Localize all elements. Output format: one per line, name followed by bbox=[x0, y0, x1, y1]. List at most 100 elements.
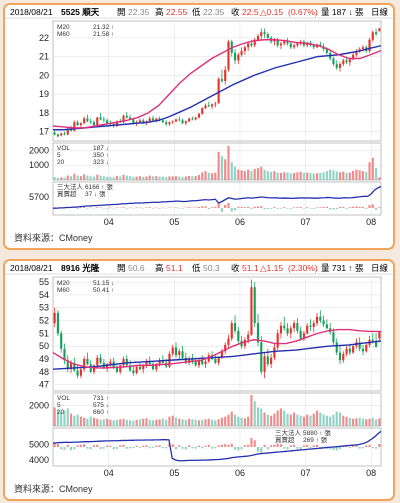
volume-bar bbox=[109, 419, 112, 426]
candle-body bbox=[247, 43, 250, 48]
volume-bar bbox=[342, 415, 345, 426]
candle-body bbox=[73, 362, 76, 371]
volume-bar bbox=[338, 412, 342, 426]
candle-body bbox=[83, 118, 86, 124]
candle-body bbox=[355, 51, 358, 55]
net-buy-bar bbox=[227, 203, 230, 208]
net-buy-bar bbox=[63, 447, 66, 450]
net-buy-bar bbox=[174, 447, 178, 450]
volume-bar bbox=[132, 420, 135, 426]
volume-bar bbox=[243, 171, 246, 180]
volume-bar bbox=[115, 419, 119, 426]
net-buy-bar bbox=[214, 206, 217, 208]
net-buy-bar bbox=[115, 447, 119, 450]
month-tick-label: 05 bbox=[169, 217, 179, 227]
net-buy-bar bbox=[276, 443, 279, 447]
price-tick-label: 18 bbox=[39, 108, 49, 118]
net-buy-bar bbox=[296, 447, 299, 449]
volume-bar bbox=[240, 170, 243, 180]
candle-body bbox=[178, 119, 181, 121]
net-buy-bar bbox=[73, 447, 76, 450]
net-buy-bar bbox=[243, 207, 246, 208]
volume-bar bbox=[355, 418, 358, 426]
header-high: 51.1 bbox=[166, 263, 183, 273]
candle-body bbox=[306, 325, 309, 334]
net-buy-bar bbox=[322, 207, 325, 208]
institutional-tick-label: 5700 bbox=[29, 192, 49, 202]
header-open: 22.35 bbox=[128, 7, 150, 17]
net-buy-bar bbox=[138, 447, 141, 449]
volume-bar bbox=[361, 171, 365, 180]
volume-bar bbox=[338, 172, 342, 180]
institutional-holding-line bbox=[52, 430, 382, 462]
candle-body bbox=[263, 356, 266, 372]
volume-bar bbox=[283, 172, 286, 180]
net-buy-bar bbox=[106, 208, 109, 209]
net-buy-bar bbox=[112, 208, 115, 209]
net-buy-bar bbox=[273, 207, 276, 208]
candle-body bbox=[63, 348, 66, 361]
volume-bar bbox=[145, 176, 148, 180]
volume-bar bbox=[325, 415, 328, 426]
volume-bar bbox=[217, 419, 220, 426]
candle-body bbox=[273, 39, 276, 42]
volume-bar bbox=[348, 172, 351, 180]
header-open-label: 開 bbox=[117, 7, 126, 17]
volume-bar bbox=[92, 176, 96, 180]
candle-body bbox=[266, 34, 269, 38]
volume-bar bbox=[237, 169, 240, 180]
net-buy-bar bbox=[112, 447, 115, 450]
net-buy-bar bbox=[256, 447, 260, 452]
chart-header: 2018/08/21 8916 光隆開 50.6 高 51.1 低 50.3 收 51.1 △1.… bbox=[10, 263, 389, 273]
volume-bar bbox=[174, 176, 178, 180]
candle-body bbox=[256, 323, 260, 343]
volume-legend-name: 5 bbox=[57, 152, 61, 159]
net-buy-bar bbox=[312, 208, 315, 209]
volume-bar bbox=[151, 420, 155, 426]
volume-bar bbox=[312, 413, 315, 426]
volume-bar bbox=[306, 414, 309, 426]
net-buy-bar bbox=[119, 445, 122, 447]
ma-legend-name: M20 bbox=[57, 24, 70, 31]
volume-bar bbox=[220, 156, 223, 180]
net-buy-bar bbox=[142, 208, 145, 209]
net-buy-bar bbox=[99, 447, 102, 450]
header-high-label: 高 bbox=[155, 263, 164, 273]
volume-bar bbox=[181, 176, 184, 180]
net-buy-bar bbox=[361, 207, 365, 208]
candle-body bbox=[338, 64, 342, 68]
net-buy-bar bbox=[217, 202, 220, 208]
volume-bar bbox=[266, 171, 269, 180]
header-low: 22.35 bbox=[203, 7, 225, 17]
volume-bar bbox=[309, 415, 312, 426]
price-plot-frame bbox=[52, 20, 382, 142]
volume-bar bbox=[342, 171, 345, 180]
candle-body bbox=[240, 51, 243, 55]
candle-body bbox=[129, 365, 132, 371]
net-buy-bar bbox=[129, 207, 132, 209]
net-buy-bar bbox=[368, 444, 371, 447]
volume-bar bbox=[174, 417, 178, 426]
net-buy-bar bbox=[352, 445, 355, 447]
candle-body bbox=[289, 43, 292, 48]
candle-body bbox=[293, 45, 296, 48]
volume-bar bbox=[99, 175, 102, 180]
net-buy-bar bbox=[142, 445, 145, 447]
net-buy-bar bbox=[224, 444, 227, 447]
volume-bar bbox=[83, 174, 86, 180]
candle-body bbox=[106, 364, 109, 368]
net-buy-bar bbox=[358, 447, 361, 449]
candle-body bbox=[233, 52, 237, 61]
volume-bar bbox=[92, 417, 96, 426]
price-tick-label: 50 bbox=[39, 341, 49, 351]
volume-bar bbox=[56, 409, 59, 426]
net-buy-bar bbox=[96, 444, 99, 447]
candle-body bbox=[260, 342, 263, 372]
net-buy-bar bbox=[217, 445, 220, 447]
candle-body bbox=[119, 365, 122, 372]
candle-body bbox=[332, 332, 335, 343]
net-buy-bar bbox=[227, 444, 230, 447]
volume-bar bbox=[79, 176, 82, 180]
candle-body bbox=[73, 122, 76, 131]
net-buy-bar bbox=[161, 207, 164, 209]
